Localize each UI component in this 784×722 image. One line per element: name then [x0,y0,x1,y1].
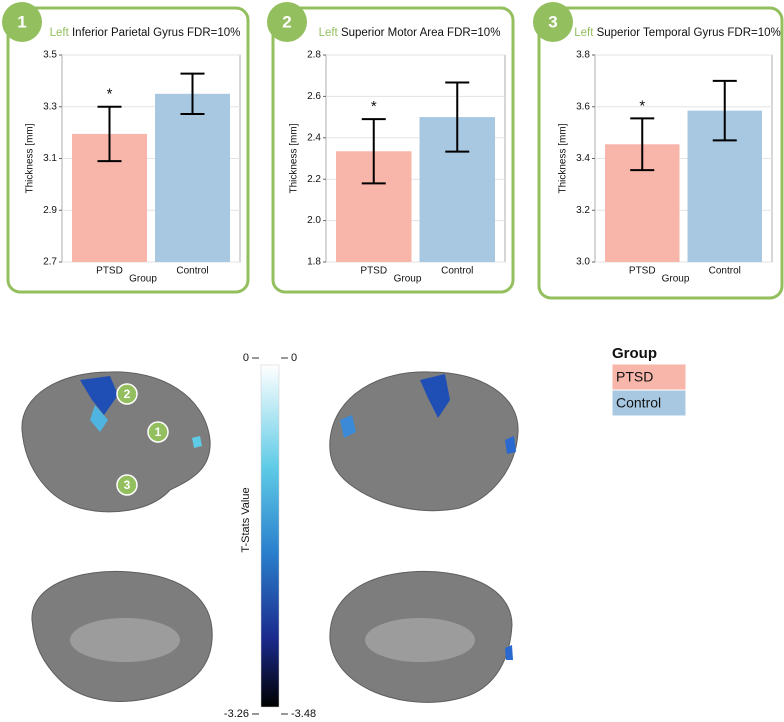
y-tick-label: 3.2 [576,205,590,216]
x-tick-label: PTSD [360,266,387,277]
panel-badge [533,2,573,42]
y-tick-label: 3.3 [43,101,57,112]
panel-badge [267,2,307,42]
y-tick-label: 2.0 [307,215,321,226]
colorbar [260,364,280,708]
panel-title: Left Superior Temporal Gyrus FDR=10% [574,27,781,39]
colorbar-label: -3.48 [291,708,316,720]
significance-marker: * [639,97,645,114]
region-title: Inferior Parietal Gyrus FDR=10% [72,27,240,39]
panel-frame [6,6,250,294]
brain-right-lateral [329,371,519,512]
legend-title: Group [612,345,657,362]
legend-label: PTSD [616,369,653,385]
colorbar-label: 0 [291,352,297,364]
region-title: Superior Temporal Gyrus FDR=10% [597,27,781,39]
y-tick-label: 2.9 [43,205,57,216]
x-axis-label: Group [129,274,157,285]
hemisphere: Left [50,27,70,39]
hemisphere: Left [574,27,594,39]
y-axis-label: Thickness [mm] [558,123,569,193]
legend-label: Control [616,395,661,411]
cluster [80,376,118,415]
x-tick-label: PTSD [96,266,123,277]
panel-number: 3 [548,12,557,31]
colorbar-label: 0 [243,352,249,364]
region-marker-label: 3 [124,478,131,492]
colorbar-title: T-Stats Value [240,487,252,552]
medial-wall [365,618,475,662]
cluster [505,645,513,660]
x-tick-label: PTSD [629,266,656,277]
region-marker-label: 1 [155,425,162,439]
brain-images [21,371,519,703]
region-marker-label: 2 [124,387,131,401]
y-tick-label: 3.5 [43,50,57,61]
y-tick-label: 2.7 [43,257,57,268]
medial-wall [70,618,180,662]
y-tick-label: 3.0 [576,257,590,268]
x-axis-label: Group [394,274,422,285]
cluster [192,436,202,448]
cluster [90,405,108,432]
x-tick-label: Control [441,266,473,277]
region-marker [116,383,138,405]
region-title: Superior Motor Area FDR=10% [341,27,500,39]
bar [155,93,230,262]
brain-left-lateral [21,371,211,513]
colorbar-label: -3.26 [224,708,249,720]
y-axis-label: Thickness [mm] [25,123,36,193]
cluster [340,415,356,438]
panel-title: Left Superior Motor Area FDR=10% [319,27,501,39]
x-tick-label: Control [709,266,741,277]
cluster [505,436,516,454]
x-axis-label: Group [662,274,690,285]
panel-frame [537,6,784,300]
x-tick-label: Control [176,266,208,277]
legend-swatch [611,389,687,417]
legend-swatch [611,363,687,391]
hemisphere: Left [319,27,339,39]
panel-badge [2,2,42,42]
cluster [420,374,450,418]
panel-frame [271,6,515,294]
panel-number: 1 [17,12,26,31]
y-tick-label: 3.6 [576,101,590,112]
panel-title: Left Inferior Parietal Gyrus FDR=10% [50,27,241,39]
y-tick-label: 2.8 [307,50,321,61]
y-tick-label: 1.8 [307,257,321,268]
y-axis-label: Thickness [mm] [289,123,300,193]
region-marker [147,421,169,443]
region-marker [116,474,138,496]
y-tick-label: 3.1 [43,153,57,164]
y-tick-label: 2.6 [307,91,321,102]
panel-number: 2 [282,12,291,31]
y-tick-label: 3.4 [576,153,590,164]
significance-marker: * [371,98,377,115]
y-tick-label: 2.4 [307,132,321,143]
significance-marker: * [107,86,113,103]
y-tick-label: 3.8 [576,50,590,61]
y-tick-label: 2.2 [307,174,321,185]
